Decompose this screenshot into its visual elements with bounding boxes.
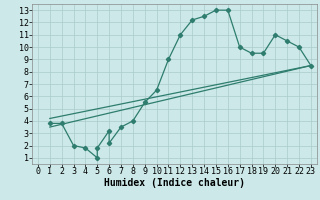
X-axis label: Humidex (Indice chaleur): Humidex (Indice chaleur) (104, 178, 245, 188)
